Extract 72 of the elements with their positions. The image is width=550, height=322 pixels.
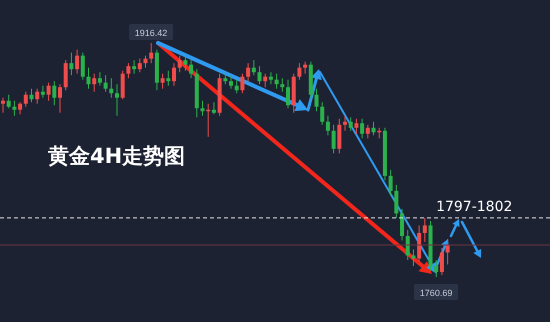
candlestick — [200, 100, 205, 116]
candlestick — [343, 115, 348, 132]
candlestick — [394, 184, 398, 218]
candlestick — [229, 74, 234, 90]
candlestick — [274, 73, 279, 90]
candlestick — [388, 169, 393, 196]
candlestick — [354, 118, 358, 134]
annotation: 1760.69 — [420, 288, 452, 298]
candlestick — [280, 78, 284, 92]
candlestick — [138, 58, 142, 73]
candlestick — [178, 55, 182, 73]
candlestick — [377, 127, 382, 139]
candlestick — [80, 52, 85, 80]
candlestick — [104, 74, 108, 92]
candlestick — [92, 73, 96, 92]
candlestick — [189, 60, 194, 79]
candlestick — [348, 116, 353, 132]
candlestick — [366, 124, 370, 139]
candlestick — [212, 102, 216, 115]
candlestick — [263, 73, 268, 88]
candlestick — [332, 124, 336, 154]
annotation: 1797-1802 — [436, 198, 512, 215]
candlestick — [268, 72, 273, 85]
candlestick — [258, 66, 262, 85]
candlestick — [1, 97, 5, 114]
candlestick — [172, 62, 176, 86]
candlestick — [183, 54, 188, 72]
candlestick — [115, 84, 120, 116]
candlestick — [58, 84, 62, 114]
candlestick — [46, 82, 51, 102]
candlestick — [297, 62, 302, 80]
candlestick — [126, 62, 130, 79]
candlestick — [246, 62, 250, 82]
candlestick — [30, 88, 34, 103]
candlestick — [446, 238, 450, 266]
candlestick — [166, 70, 170, 86]
candlestick — [12, 100, 16, 116]
candlestick — [144, 55, 148, 68]
candlestick — [160, 73, 165, 90]
candlestick — [18, 102, 22, 115]
candlestick — [326, 115, 330, 136]
candlestick — [35, 88, 40, 104]
candlestick — [24, 91, 28, 108]
candlestick — [303, 61, 308, 74]
candlestick — [109, 78, 114, 98]
candlestick — [372, 121, 376, 136]
candlestick — [223, 72, 228, 85]
candlestick — [149, 42, 154, 64]
candlestick — [406, 229, 410, 261]
candlestick — [434, 260, 438, 278]
candlestick — [6, 94, 11, 109]
candlestick — [40, 85, 45, 98]
candlestick — [440, 247, 444, 276]
candlestick — [252, 60, 256, 76]
candlestick — [75, 49, 80, 74]
text: 黄金4H走势图 — [47, 144, 186, 168]
candlestick — [52, 80, 56, 106]
candlestick — [234, 79, 239, 94]
candlestick — [98, 72, 102, 86]
candlestick — [286, 79, 290, 109]
candlestick — [206, 103, 210, 138]
candlestick — [314, 88, 319, 112]
candlestick — [400, 208, 404, 241]
candlestick — [69, 52, 74, 76]
candlestick — [86, 67, 91, 90]
candlestick — [411, 248, 416, 267]
candlestick — [320, 102, 324, 126]
annotation: 1916.42 — [134, 28, 168, 38]
candlestick — [132, 60, 136, 74]
candlestick — [360, 118, 364, 139]
candlestick — [240, 73, 244, 94]
candlestick — [422, 217, 427, 242]
